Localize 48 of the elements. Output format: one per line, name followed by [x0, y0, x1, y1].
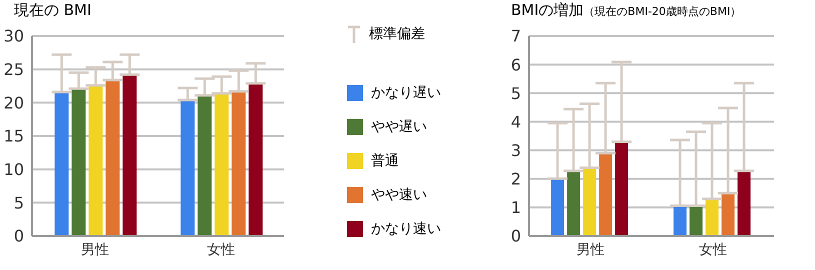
bar — [214, 93, 229, 236]
y-tick-label: 5 — [510, 84, 521, 103]
bar — [706, 198, 719, 236]
bar — [106, 80, 120, 236]
legend-label: かなり遅い — [371, 84, 441, 102]
y-tick-label: 20 — [4, 93, 24, 112]
x-tick-label: 女性 — [207, 242, 235, 258]
legend-label: かなり速い — [371, 220, 441, 238]
y-tick-label: 2 — [510, 170, 521, 189]
x-tick-label: 女性 — [698, 242, 727, 258]
y-tick-label: 15 — [4, 126, 24, 146]
y-tick-label: 10 — [4, 160, 24, 180]
bar — [738, 170, 751, 236]
bar — [615, 142, 628, 236]
bar — [198, 95, 212, 236]
y-tick-label: 7 — [510, 26, 521, 46]
chart-title: BMIの増加 — [511, 1, 584, 19]
legend-label: やや遅い — [371, 118, 427, 136]
bar — [232, 91, 246, 236]
x-tick-label: 男性 — [576, 242, 604, 258]
y-tick-label: 6 — [510, 55, 521, 74]
bar — [599, 153, 612, 236]
y-tick-label: 0 — [510, 226, 521, 246]
chart-subtitle: （現在のBMI-20歳時点のBMI） — [584, 5, 742, 18]
bar — [722, 193, 735, 236]
y-tick-label: 30 — [4, 26, 24, 46]
bar — [248, 83, 263, 236]
y-tick-label: 0 — [14, 226, 24, 246]
legend-label: 普通 — [371, 152, 399, 170]
y-tick-label: 25 — [4, 60, 24, 80]
bar — [674, 206, 687, 236]
legend-title: 標準偏差 — [369, 25, 425, 43]
legend-label: やや速い — [371, 186, 427, 204]
bar — [88, 85, 103, 236]
bar — [690, 206, 703, 236]
y-tick-label: 1 — [510, 198, 521, 218]
bar — [54, 92, 69, 236]
bar — [551, 178, 564, 236]
bar — [567, 170, 580, 236]
chart-title: 現在の BMI — [14, 1, 92, 19]
y-tick-label: 4 — [510, 112, 521, 132]
y-tick-label: 3 — [510, 140, 521, 160]
bar — [72, 88, 86, 236]
bar — [180, 100, 195, 236]
y-tick-label: 5 — [14, 193, 24, 212]
bar — [122, 74, 137, 236]
bar — [583, 168, 596, 236]
x-tick-label: 男性 — [81, 242, 109, 258]
